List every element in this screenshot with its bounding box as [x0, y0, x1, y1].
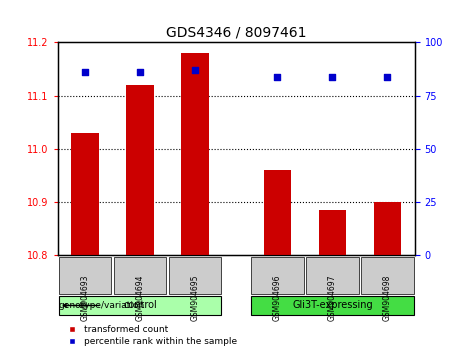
Bar: [126, 85, 154, 255]
Text: genotype/variation: genotype/variation: [59, 301, 145, 310]
FancyBboxPatch shape: [169, 257, 221, 294]
Text: control: control: [123, 301, 157, 310]
FancyBboxPatch shape: [59, 257, 111, 294]
Point: [191, 67, 199, 73]
FancyBboxPatch shape: [251, 257, 304, 294]
FancyBboxPatch shape: [114, 257, 166, 294]
Point: [82, 69, 89, 75]
FancyBboxPatch shape: [59, 296, 221, 315]
Text: GSM904694: GSM904694: [136, 275, 145, 321]
Point: [329, 74, 336, 79]
FancyBboxPatch shape: [361, 257, 414, 294]
FancyBboxPatch shape: [307, 257, 359, 294]
Point: [384, 74, 391, 79]
Text: GSM904693: GSM904693: [81, 275, 89, 321]
Text: GSM904695: GSM904695: [190, 275, 200, 321]
FancyBboxPatch shape: [251, 296, 414, 315]
Text: GSM904696: GSM904696: [273, 275, 282, 321]
Point: [136, 69, 144, 75]
Bar: [319, 210, 346, 255]
Bar: [71, 133, 99, 255]
Text: GSM904697: GSM904697: [328, 275, 337, 321]
Bar: [181, 53, 209, 255]
Text: Gli3T-expressing: Gli3T-expressing: [292, 301, 373, 310]
Text: GSM904698: GSM904698: [383, 275, 392, 321]
Point: [274, 74, 281, 79]
Bar: [374, 202, 401, 255]
Bar: [264, 170, 291, 255]
Title: GDS4346 / 8097461: GDS4346 / 8097461: [166, 26, 307, 40]
Legend: transformed count, percentile rank within the sample: transformed count, percentile rank withi…: [60, 321, 241, 349]
